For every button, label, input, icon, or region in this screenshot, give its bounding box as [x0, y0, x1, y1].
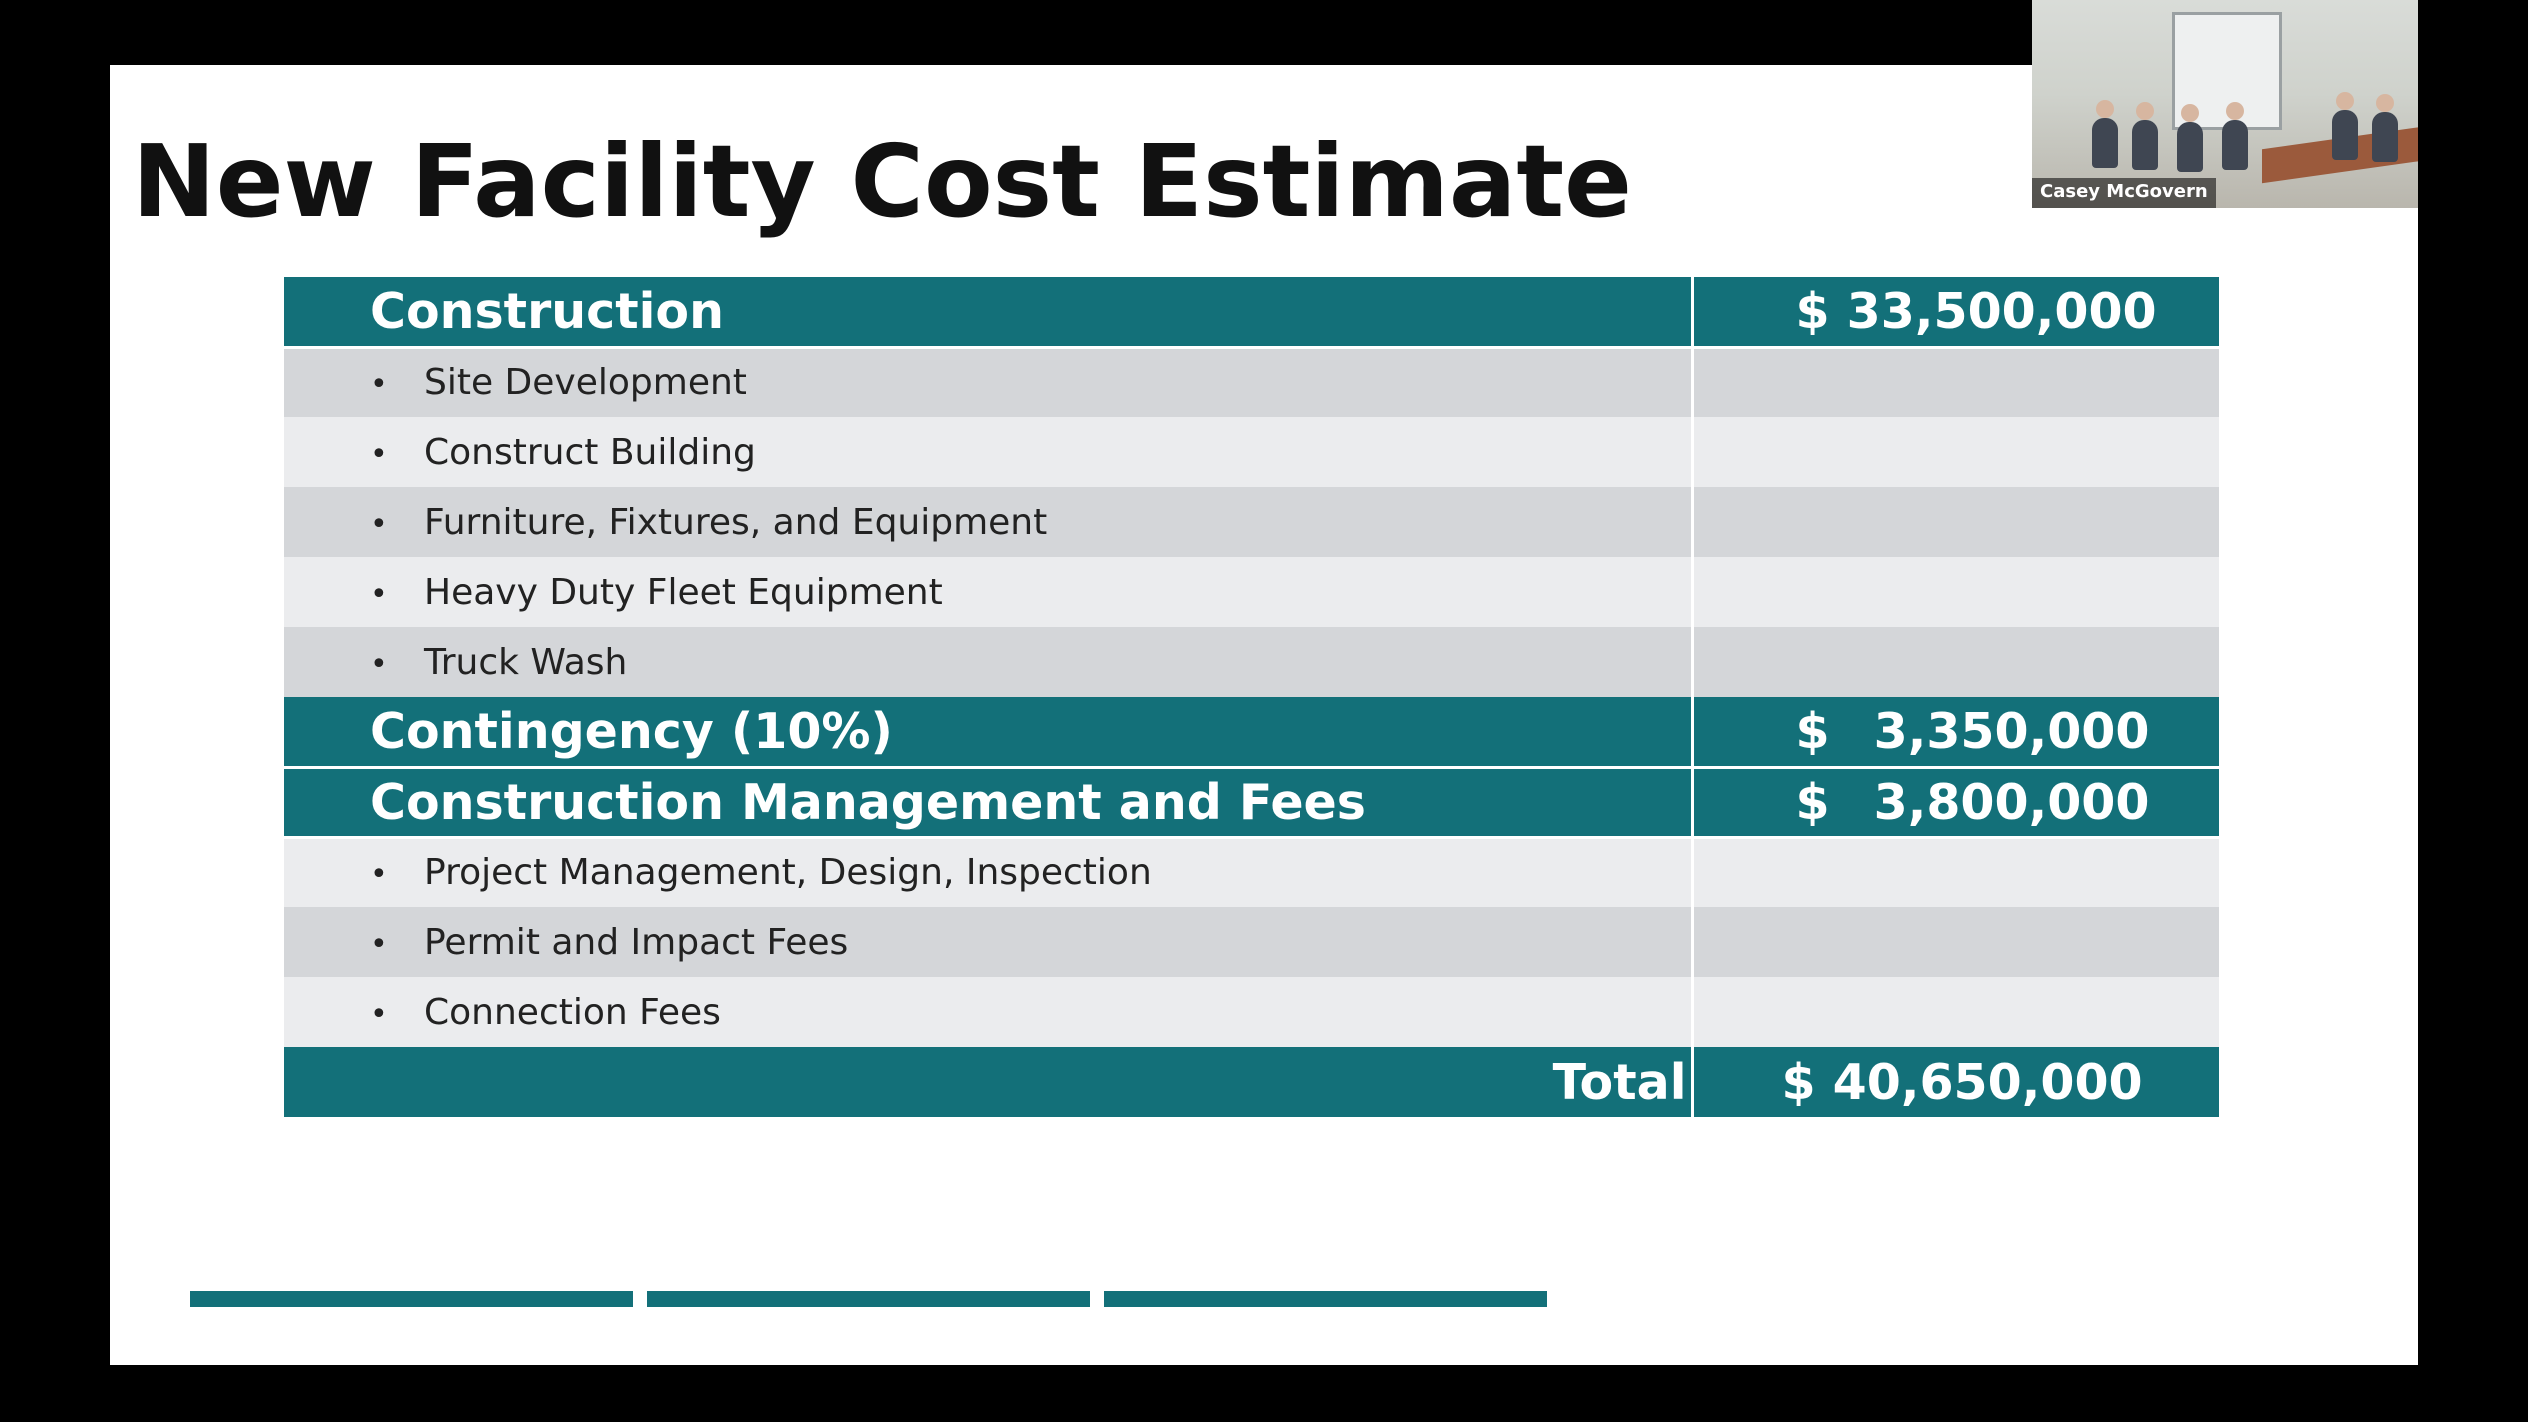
participant-figure — [2132, 120, 2158, 170]
total-value: $ 40,650,000 — [1692, 1047, 2219, 1117]
table-row: • Connection Fees — [284, 977, 2219, 1047]
participant-head — [2136, 102, 2154, 120]
bullet-icon: • — [370, 367, 388, 403]
amount-value: 3,800,000 — [1873, 773, 2150, 831]
cost-estimate-table: Construction $ 33,500,000 • Site Developm… — [284, 277, 2219, 1117]
participant-head — [2096, 100, 2114, 118]
table-row-contingency: Contingency (10%) $3,350,000 — [284, 697, 2219, 767]
row-amount: $3,350,000 — [1692, 697, 2219, 767]
participant-head — [2226, 102, 2244, 120]
item-label: Permit and Impact Fees — [424, 921, 849, 963]
currency-symbol: $ — [1795, 282, 1830, 340]
bullet-icon: • — [370, 857, 388, 893]
presentation-slide: New Facility Cost Estimate Construction … — [110, 65, 2418, 1365]
participant-head — [2181, 104, 2199, 122]
row-label: Construction — [284, 277, 1694, 347]
slide-title: New Facility Cost Estimate — [132, 123, 1632, 240]
row-label: Construction Management and Fees — [284, 767, 1694, 837]
row-label: Contingency (10%) — [284, 697, 1694, 767]
item-label: Project Management, Design, Inspection — [424, 852, 1152, 894]
table-row: • Site Development — [284, 347, 2219, 417]
table-row: • Truck Wash — [284, 627, 2219, 697]
participant-figure — [2222, 120, 2248, 170]
table-row: • Construct Building — [284, 417, 2219, 487]
accent-bar — [1104, 1291, 1547, 1307]
table-row-total: Total $ 40,650,000 — [284, 1047, 2219, 1117]
table-row: • Furniture, Fixtures, and Equipment — [284, 487, 2219, 557]
accent-bar — [647, 1291, 1090, 1307]
participant-head — [2376, 94, 2394, 112]
item-label: Furniture, Fixtures, and Equipment — [424, 501, 1048, 543]
currency-symbol: $ — [1795, 702, 1830, 760]
amount-value: 3,350,000 — [1873, 702, 2150, 760]
table-row: • Project Management, Design, Inspection — [284, 837, 2219, 907]
participant-figure — [2092, 118, 2118, 168]
currency-symbol: $ — [1795, 773, 1830, 831]
participant-figure — [2177, 122, 2203, 172]
participant-figure — [2372, 112, 2398, 162]
item-label: Connection Fees — [424, 991, 721, 1033]
participant-name: Casey McGovern — [2032, 178, 2216, 208]
table-row: • Heavy Duty Fleet Equipment — [284, 557, 2219, 627]
bullet-icon: • — [370, 926, 388, 962]
item-label: Heavy Duty Fleet Equipment — [424, 571, 943, 613]
bullet-icon: • — [370, 576, 388, 612]
amount-value: 33,500,000 — [1846, 282, 2157, 340]
bullet-icon: • — [370, 506, 388, 542]
table-row: • Permit and Impact Fees — [284, 907, 2219, 977]
accent-bar — [190, 1291, 633, 1307]
item-label: Construct Building — [424, 431, 756, 473]
row-amount: $3,800,000 — [1692, 767, 2219, 837]
participant-figure — [2332, 110, 2358, 160]
item-label: Truck Wash — [424, 641, 628, 683]
item-label: Site Development — [424, 362, 747, 404]
bullet-icon: • — [370, 996, 388, 1032]
table-row-construction-management: Construction Management and Fees $3,800,… — [284, 767, 2219, 837]
participant-head — [2336, 92, 2354, 110]
table-row-construction: Construction $ 33,500,000 — [284, 277, 2219, 347]
participant-video-tile[interactable]: Casey McGovern — [2032, 0, 2418, 208]
bullet-icon: • — [370, 436, 388, 472]
row-amount: $ 33,500,000 — [1692, 277, 2219, 347]
total-label: Total — [284, 1047, 1694, 1117]
bullet-icon: • — [370, 646, 388, 682]
